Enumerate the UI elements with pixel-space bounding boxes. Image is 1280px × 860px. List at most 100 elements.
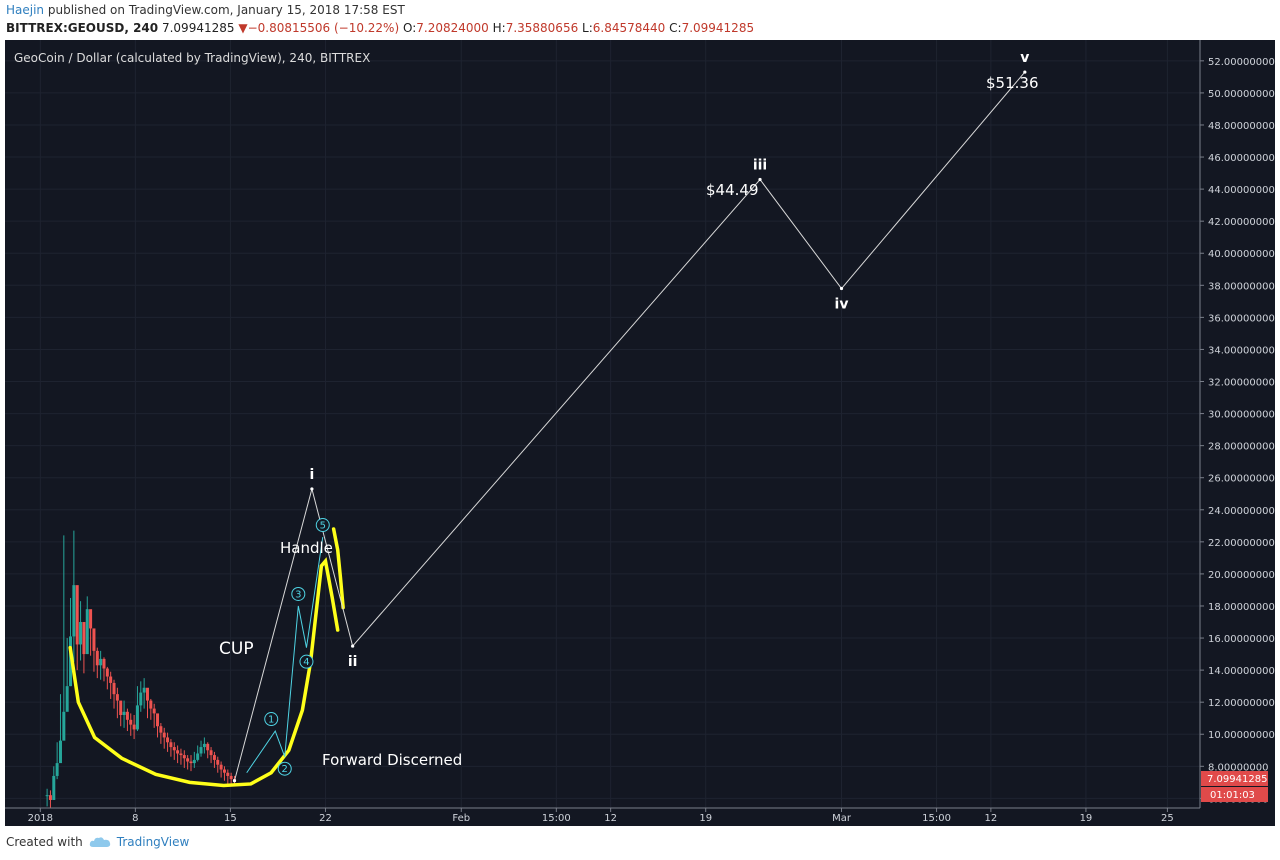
wave-point [351, 644, 355, 648]
sub-wave-marker [264, 712, 279, 727]
x-tick-label: 2018 [28, 813, 53, 824]
wave-label: iv [835, 297, 849, 313]
candle-body [105, 668, 109, 677]
candle-body [199, 747, 203, 754]
x-tick-label: 15:00 [922, 813, 951, 824]
countdown-tag-text: 01:01:03 [1210, 790, 1255, 801]
wave-point [232, 779, 237, 783]
y-tick-label: 14.00000000 [1208, 666, 1275, 677]
target-v-label: $51.36 [986, 74, 1039, 92]
sub-wave-line [246, 536, 324, 774]
sub-wave-marker [277, 761, 292, 776]
y-tick-label: 34.00000000 [1208, 345, 1275, 356]
x-tick-label: 12 [604, 813, 617, 824]
ohlc-line: BITTREX:GEOUSD, 240 7.09941285 ▼−0.80815… [6, 21, 754, 35]
x-tick-label: 19 [699, 813, 712, 824]
y-tick-label: 46.00000000 [1208, 153, 1275, 164]
candle-body [65, 686, 69, 712]
candle-body [109, 676, 113, 683]
handle-label: Handle [280, 539, 333, 557]
sub-wave-label: 4 [303, 657, 309, 668]
candle-body [62, 711, 66, 741]
x-tick-label: Feb [452, 813, 470, 824]
candle-body [209, 750, 213, 756]
grid [5, 40, 1200, 808]
candle-body [176, 750, 180, 754]
y-tick-label: 30.00000000 [1208, 410, 1275, 421]
chart-background [5, 40, 1275, 826]
close-value: 7.09941285 [681, 21, 755, 35]
candle-body [82, 622, 86, 655]
y-tick-label: 38.00000000 [1208, 281, 1275, 292]
y-tick-label: 32.00000000 [1208, 378, 1275, 389]
last-price: 7.09941285 [161, 21, 235, 35]
candle-body [139, 692, 143, 706]
high-value: 7.35880656 [505, 21, 579, 35]
y-tick-label: 10.00000000 [1208, 730, 1275, 741]
price-axis[interactable] [1200, 40, 1275, 808]
x-tick-label: 25 [1161, 813, 1174, 824]
candle-body [216, 759, 220, 765]
candle-body [172, 747, 176, 751]
tradingview-link[interactable]: TradingView [116, 835, 190, 849]
time-axis-ticks: 2018 8 15 22 Feb 15:00 12 19 Mar 15:00 12 19 25 [28, 808, 1174, 824]
low-label: L: [582, 21, 593, 35]
candle-body [122, 711, 126, 716]
candle-body [58, 740, 62, 764]
sub-wave-marker [299, 654, 314, 669]
x-tick-label: 15:00 [542, 813, 571, 824]
change-down-icon: ▼ [238, 21, 248, 35]
y-tick-label: 36.00000000 [1208, 313, 1275, 324]
close-label: C: [669, 21, 682, 35]
sub-wave-marker [291, 586, 306, 601]
countdown-tag [1201, 787, 1268, 802]
open-value: 7.20824000 [416, 21, 489, 35]
candle-body [169, 742, 173, 748]
y-tick-label: 28.00000000 [1208, 442, 1275, 453]
cup-outline [68, 557, 340, 788]
y-tick-label: 20.00000000 [1208, 570, 1275, 581]
sub-wave-labels: 1 2 3 4 5 [264, 518, 330, 776]
candle-body [75, 585, 79, 645]
candle-body [52, 775, 56, 800]
wave-label: i [309, 467, 314, 483]
candle-body [219, 764, 223, 770]
created-with-text: Created with [6, 835, 83, 849]
sub-wave-label: 2 [282, 764, 288, 775]
candle-body [182, 755, 186, 759]
x-tick-label: 22 [319, 813, 332, 824]
y-tick-label: 8.00000000 [1208, 762, 1268, 773]
candle-body [142, 687, 146, 693]
sub-wave-label: 1 [268, 715, 274, 726]
x-tick-label: Mar [832, 813, 852, 824]
wave-label: ii [348, 654, 358, 670]
chart-title: GeoCoin / Dollar (calculated by TradingV… [14, 51, 370, 65]
author-link[interactable]: Haejin [6, 3, 45, 17]
sub-wave-label: 3 [295, 589, 301, 600]
candle-body [102, 658, 106, 669]
sub-wave-marker [315, 518, 330, 533]
candle-body [89, 609, 93, 629]
candle-body [132, 724, 136, 730]
y-tick-label: 26.00000000 [1208, 474, 1275, 485]
cup-label: CUP [219, 639, 254, 659]
candle-body [115, 694, 119, 701]
candle-body [159, 726, 163, 733]
candle-body [85, 609, 89, 655]
candle-body [192, 759, 196, 764]
candle-body [145, 687, 149, 701]
candle-body [166, 737, 170, 743]
candle-body [162, 732, 166, 738]
price-axis-ticks: 52.00000000 50.00000000 48.00000000 46.0000… [1200, 57, 1275, 805]
y-tick-label: 24.00000000 [1208, 506, 1275, 517]
publish-info: Haejin published on TradingView.com, Jan… [6, 3, 405, 17]
change-value: −0.80815506 (−10.22%) [247, 21, 400, 35]
candle-body [92, 628, 96, 651]
y-tick-label: 52.00000000 [1208, 57, 1275, 68]
time-axis[interactable] [5, 808, 1200, 826]
sub-wave-label: 5 [320, 521, 326, 532]
candle-body [186, 758, 190, 762]
wave-point [1023, 70, 1027, 74]
